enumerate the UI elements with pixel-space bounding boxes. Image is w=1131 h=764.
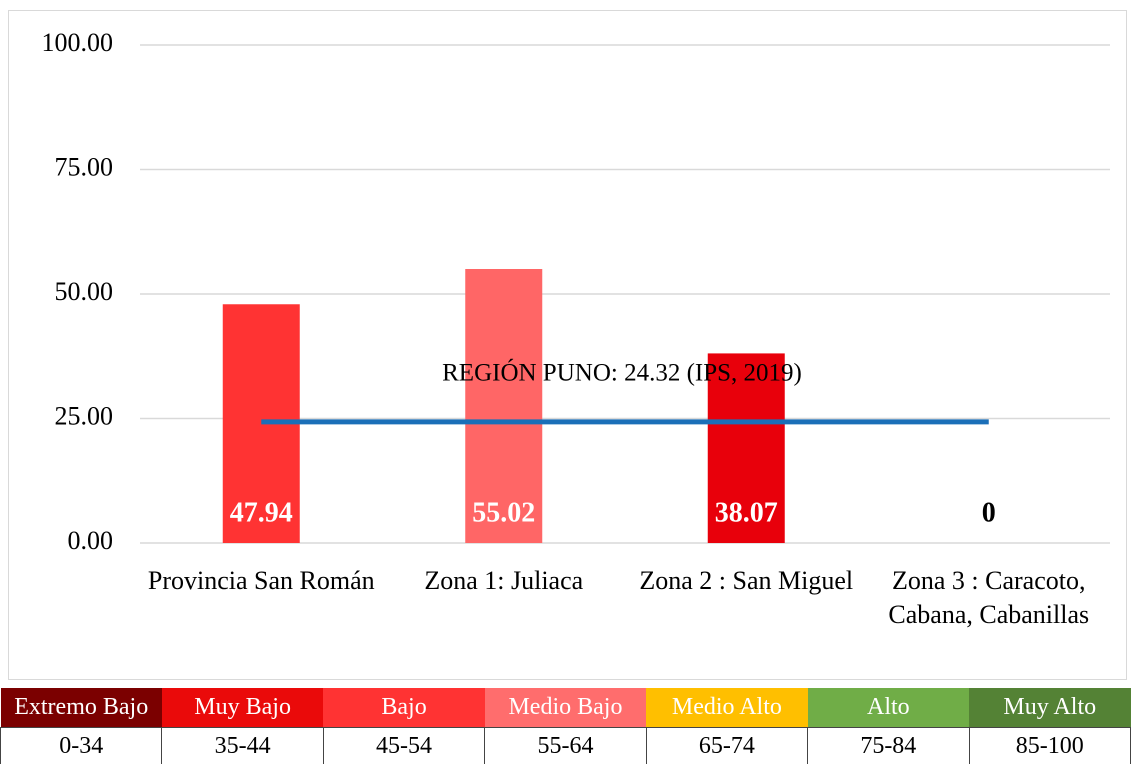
legend-level: Extremo Bajo: [0, 688, 162, 728]
y-tick-label: 100.00: [42, 28, 114, 57]
data-label: 38.07: [715, 497, 778, 528]
x-tick-label: Provincia San Román: [147, 566, 375, 595]
legend-table: Extremo Bajo Muy Bajo Bajo Medio Bajo Medio …: [0, 688, 1131, 764]
legend-level: Muy Bajo: [161, 688, 324, 728]
y-tick-label: 0.00: [68, 526, 114, 555]
legend-level: Medio Bajo: [484, 688, 647, 728]
data-label: 47.94: [230, 497, 293, 528]
legend-range: 55-64: [484, 727, 647, 764]
bar: [465, 269, 543, 543]
y-tick-label: 25.00: [55, 401, 114, 430]
legend-level: Medio Alto: [646, 688, 808, 728]
legend-level: Muy Alto: [969, 688, 1131, 728]
chart-frame: [8, 10, 1127, 680]
bar: [707, 353, 785, 543]
legend-level: Alto: [807, 688, 970, 728]
y-tick-label: 75.00: [55, 152, 114, 181]
x-tick-label: Zona 2 : San Miguel: [639, 566, 854, 595]
chart: 0.00 25.00 50.00 75.00 100.00 47.94 55.02 38.07…: [42, 28, 1110, 555]
x-tick-label: Zona 3 : Caracoto, Cabana, Cabanillas: [888, 566, 1090, 629]
legend-range: 75-84: [807, 727, 970, 764]
x-tick-label: Zona 1: Juliaca: [424, 566, 584, 595]
legend-range: 35-44: [161, 727, 324, 764]
data-label: 55.02: [472, 497, 535, 528]
data-label: 0: [982, 497, 996, 528]
legend-range: 0-34: [0, 727, 163, 764]
legend-range: 65-74: [645, 727, 809, 764]
y-tick-label: 50.00: [55, 277, 114, 306]
legend-range: 85-100: [968, 727, 1131, 764]
legend-range: 45-54: [322, 727, 486, 764]
legend-level: Bajo: [323, 688, 485, 728]
reference-label: REGIÓN PUNO: 24.32 (IPS, 2019): [442, 359, 802, 387]
